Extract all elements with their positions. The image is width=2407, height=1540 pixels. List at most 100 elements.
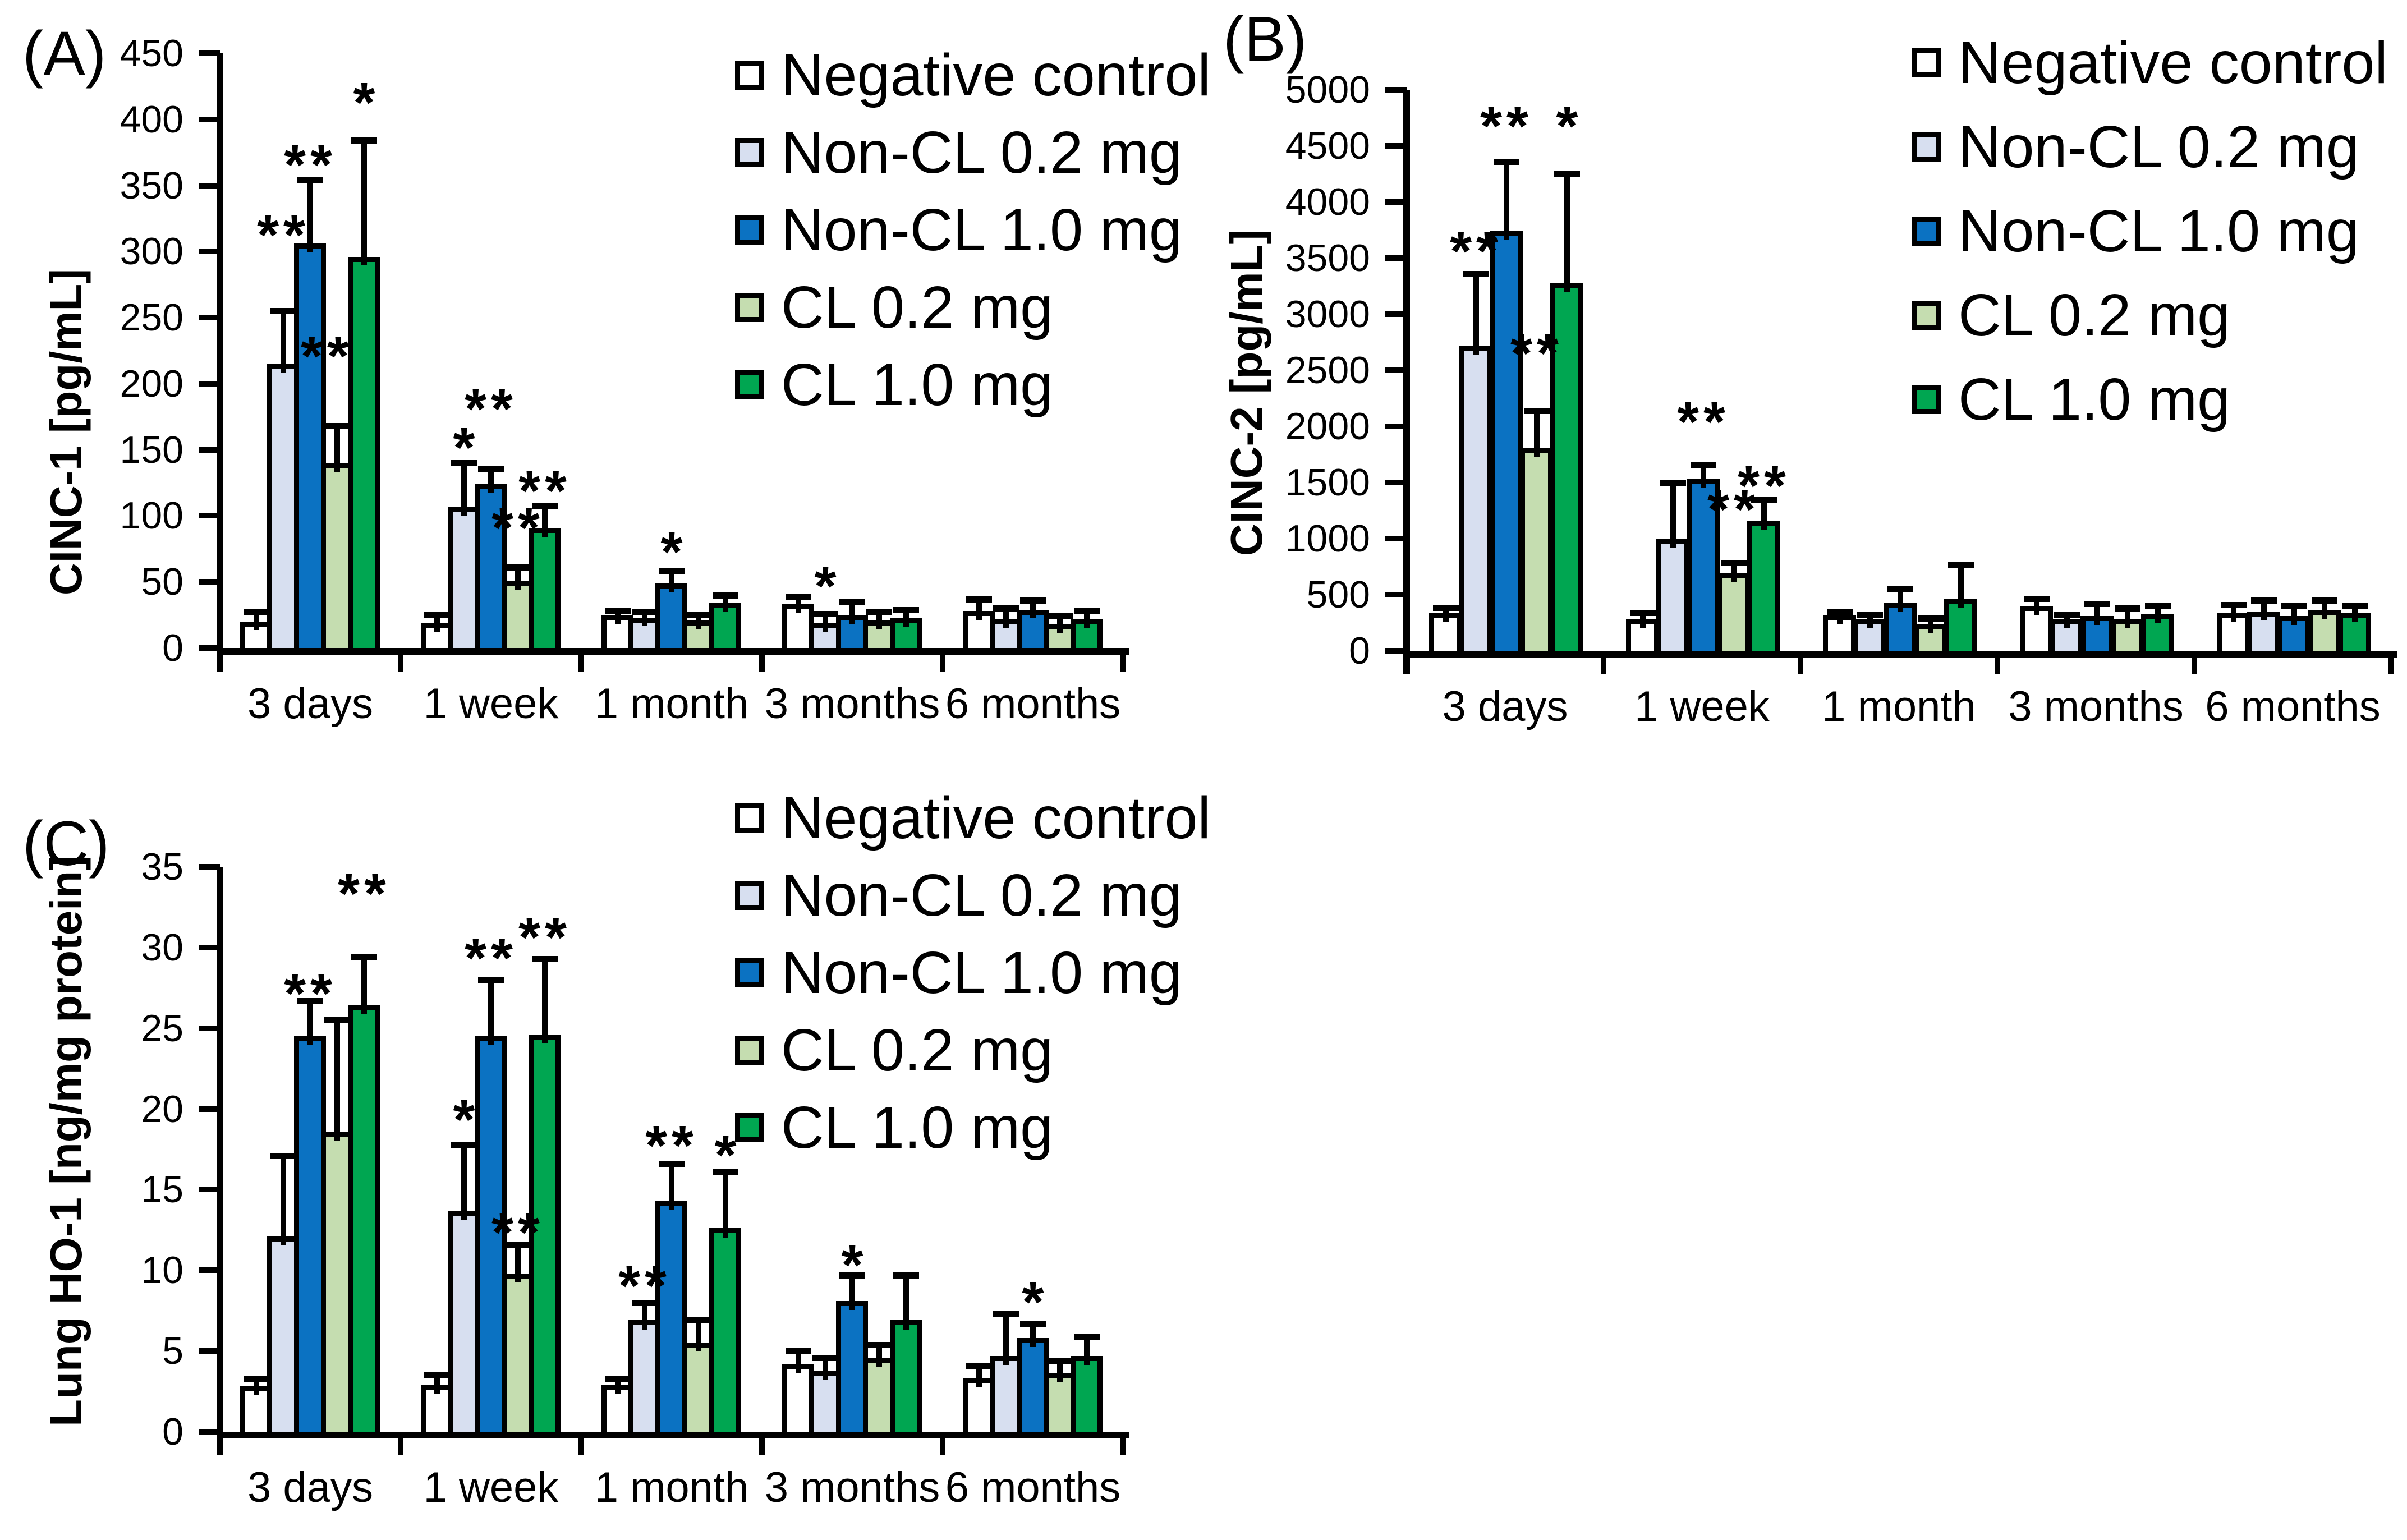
legend-item: CL 0.2 mg xyxy=(735,1020,1053,1080)
error-bar xyxy=(1534,411,1540,457)
legend-label: Non-CL 1.0 mg xyxy=(781,197,1182,263)
error-bar xyxy=(903,610,909,627)
bar-non-cl-0-2-mg xyxy=(1459,346,1492,656)
y-tick-label: 2000 xyxy=(1285,405,1370,448)
x-category-label: 6 months xyxy=(945,1464,1121,1511)
error-bar-cap xyxy=(605,1376,631,1382)
error-bar xyxy=(1443,608,1449,622)
y-tick-label: 350 xyxy=(120,164,183,207)
legend-swatch xyxy=(735,1036,764,1065)
x-category-label: 3 months xyxy=(764,1464,940,1511)
x-boundary-tick xyxy=(1120,648,1126,672)
x-category-label: 1 week xyxy=(423,1464,559,1511)
y-tick xyxy=(1385,255,1407,261)
legend-item: CL 1.0 mg xyxy=(1912,370,2230,429)
x-boundary-tick xyxy=(759,648,765,672)
error-bar xyxy=(281,1156,286,1245)
significance-marker: * xyxy=(1556,95,1578,158)
error-bar xyxy=(361,957,367,1014)
error-bar xyxy=(2231,605,2236,622)
bar-non-cl-1-0-mg xyxy=(655,1201,687,1437)
y-tick xyxy=(1385,367,1407,373)
legend-label: Non-CL 0.2 mg xyxy=(1958,114,2359,180)
significance-marker: * xyxy=(714,1124,737,1187)
legend-label: CL 0.2 mg xyxy=(1958,282,2231,348)
bar-cl-1-0-mg xyxy=(348,257,380,653)
legend-swatch xyxy=(1912,301,1941,330)
significance-marker: * xyxy=(660,521,683,583)
error-bar-cap xyxy=(532,956,558,962)
error-bar-cap xyxy=(2342,603,2368,609)
error-bar xyxy=(1084,1336,1090,1365)
legend-swatch xyxy=(735,215,764,245)
legend-swatch xyxy=(1912,48,1941,77)
bar-non-cl-0-2-mg xyxy=(1656,539,1689,656)
error-bar-cap xyxy=(993,605,1019,612)
error-bar xyxy=(976,1366,982,1387)
x-category-label: 1 month xyxy=(594,680,749,728)
legend-label: Non-CL 0.2 mg xyxy=(781,119,1182,186)
error-bar-cap xyxy=(966,596,992,603)
error-bar-cap xyxy=(1020,597,1046,604)
error-bar xyxy=(2125,608,2130,628)
error-bar-cap xyxy=(713,1169,738,1175)
significance-marker: ** xyxy=(1738,454,1790,517)
legend-label: CL 0.2 mg xyxy=(781,1017,1054,1083)
error-bar xyxy=(1701,465,1706,488)
error-bar-cap xyxy=(1554,171,1580,177)
x-category-label: 3 months xyxy=(2008,683,2184,730)
legend-label: CL 1.0 mg xyxy=(781,1095,1054,1161)
y-tick xyxy=(199,183,220,189)
error-bar-cap xyxy=(1047,1358,1073,1364)
error-bar-cap xyxy=(632,609,658,615)
significance-marker: ** xyxy=(1480,95,1533,158)
error-bar-cap xyxy=(1918,615,1944,622)
y-tick xyxy=(199,1348,220,1354)
legend-item: Non-CL 0.2 mg xyxy=(735,866,1182,925)
bar-non-cl-1-0-mg xyxy=(1490,231,1523,656)
y-tick-label: 15 xyxy=(141,1168,183,1211)
legend-label: CL 1.0 mg xyxy=(1958,366,2231,433)
y-tick-label: 30 xyxy=(141,926,183,969)
y-tick-label: 2500 xyxy=(1285,349,1370,392)
error-bar-cap xyxy=(1721,560,1747,566)
y-tick xyxy=(1385,592,1407,597)
panel-label: (A) xyxy=(22,19,107,89)
error-bar-cap xyxy=(659,1161,685,1167)
x-category-label: 6 months xyxy=(945,680,1121,728)
error-bar xyxy=(876,1345,882,1367)
error-bar xyxy=(1564,173,1570,292)
error-bar xyxy=(1003,1314,1009,1365)
error-bar xyxy=(1057,616,1063,633)
y-tick-label: 1000 xyxy=(1285,517,1370,560)
legend-swatch xyxy=(735,138,764,167)
legend-label: Negative control xyxy=(781,42,1211,108)
legend-item: Non-CL 1.0 mg xyxy=(735,943,1182,1003)
significance-marker: * xyxy=(1022,1271,1044,1334)
y-tick-label: 150 xyxy=(120,429,183,471)
error-bar-cap xyxy=(812,1355,838,1361)
error-bar xyxy=(723,595,728,612)
bar-cl-1-0-mg xyxy=(1944,599,1977,656)
error-bar-cap xyxy=(1074,1334,1100,1340)
error-bar xyxy=(849,1275,855,1310)
error-bar-cap xyxy=(786,594,811,600)
error-bar-cap xyxy=(2312,597,2337,604)
y-tick xyxy=(199,447,220,453)
significance-marker: ** xyxy=(1510,322,1563,385)
y-tick-label: 3500 xyxy=(1285,237,1370,279)
error-bar-cap xyxy=(297,177,323,183)
significance-marker: * xyxy=(814,555,837,618)
error-bar xyxy=(696,615,701,629)
x-boundary-tick xyxy=(398,648,403,672)
error-bar xyxy=(1928,618,1933,633)
bar-cl-1-0-mg xyxy=(1747,521,1780,656)
error-bar xyxy=(1084,611,1090,628)
legend-label: Negative control xyxy=(781,785,1211,851)
y-tick xyxy=(199,50,220,56)
x-boundary-tick xyxy=(578,648,584,672)
error-bar-cap xyxy=(2024,596,2050,602)
significance-marker: ** xyxy=(645,1114,698,1177)
error-bar-cap xyxy=(686,1317,711,1323)
